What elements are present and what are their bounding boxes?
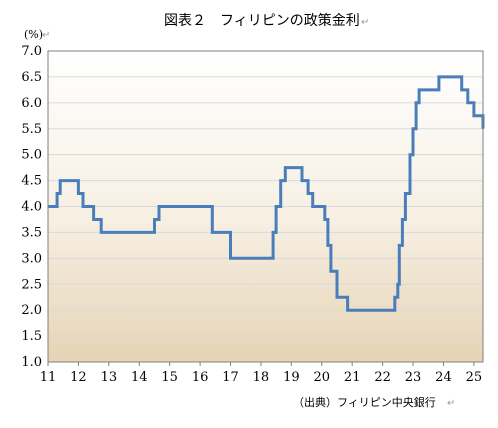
x-tick-label: 23 bbox=[405, 370, 422, 385]
x-tick-label: 21 bbox=[344, 370, 361, 385]
return-mark: ↵ bbox=[361, 17, 369, 28]
chart-title: 図表２ フィリピンの政策金利 bbox=[164, 12, 360, 29]
x-tick-label: 19 bbox=[283, 370, 300, 385]
y-tick-label: 6.0 bbox=[21, 96, 42, 111]
x-tick-label: 12 bbox=[70, 370, 87, 385]
x-tick-label: 14 bbox=[131, 370, 148, 385]
y-tick-label: 5.0 bbox=[21, 148, 42, 163]
y-tick-label: 2.0 bbox=[21, 303, 42, 318]
y-tick-label: 7.0 bbox=[21, 44, 42, 59]
x-tick-label: 13 bbox=[101, 370, 118, 385]
policy-rate-line bbox=[48, 75, 485, 312]
x-tick-label: 25 bbox=[466, 370, 483, 385]
y-tick-label: 1.0 bbox=[21, 355, 42, 370]
y-tick-label: 5.5 bbox=[21, 122, 42, 137]
x-tick-label: 17 bbox=[222, 370, 239, 385]
x-tick-label: 22 bbox=[374, 370, 391, 385]
y-tick-label: 1.5 bbox=[21, 329, 42, 344]
plot-border bbox=[47, 50, 484, 363]
source-note: （出典）フィリピン中央銀行 bbox=[293, 395, 436, 409]
x-tick-label: 16 bbox=[192, 370, 209, 385]
x-tick-label: 11 bbox=[40, 370, 57, 385]
y-tick-label: 4.0 bbox=[21, 200, 42, 215]
x-tick-label: 20 bbox=[314, 370, 331, 385]
x-tick-labels: 11 12 13 14 15 16 17 18 19 20 21 22 23 24 25 bbox=[40, 362, 482, 385]
x-tick-label: 18 bbox=[253, 370, 270, 385]
y-tick-labels: 1.0 1.5 2.0 2.5 3.0 3.5 4.0 4.5 5.0 5.5 6.0 6.5 7.0 bbox=[21, 44, 42, 370]
y-tick-label: 6.5 bbox=[21, 70, 42, 85]
gridlines bbox=[48, 50, 483, 363]
y-tick-label: 2.5 bbox=[21, 277, 42, 292]
x-tick-label: 24 bbox=[435, 370, 452, 385]
y-tick-label: 3.0 bbox=[21, 251, 42, 266]
series-layer bbox=[48, 75, 485, 312]
y-tick-label: 4.5 bbox=[21, 174, 42, 189]
y-tick-label: 3.5 bbox=[21, 225, 42, 240]
return-mark: ↵ bbox=[447, 398, 455, 409]
y-unit-label: (%) bbox=[24, 28, 43, 41]
x-tick-label: 15 bbox=[161, 370, 178, 385]
return-mark: ↵ bbox=[42, 30, 50, 41]
